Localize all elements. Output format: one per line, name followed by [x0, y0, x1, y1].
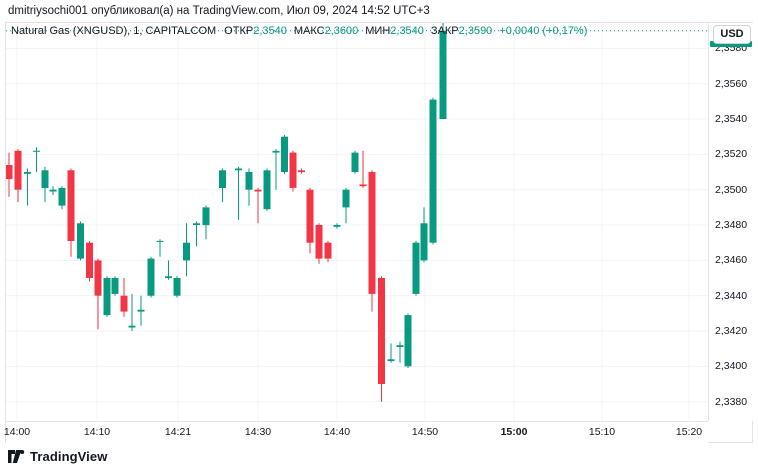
- price-axis-label: 2,3500: [715, 183, 748, 196]
- price-axis-label: 2,3380: [715, 395, 748, 408]
- time-axis-label: 14:21: [164, 426, 192, 438]
- price-axis[interactable]: USD 2,3580 2,3560 2,3540 2,3520 2,3500 2,3480…: [708, 23, 753, 421]
- current-price-tag: [710, 41, 752, 47]
- attribution-text[interactable]: dmitriysochi001 опубликовал(а) на Tradin…: [8, 5, 430, 17]
- legend-high: МАКС2,3600: [293, 25, 359, 37]
- time-axis-label: 14:00: [3, 426, 31, 438]
- time-axis-label: 14:50: [411, 426, 439, 438]
- tradingview-footer[interactable]: TradingView: [8, 447, 107, 465]
- tradingview-wordmark: TradingView: [30, 448, 108, 464]
- chart-panel: Natural Gas (XNGUSD), 1, CAPITALCOM ОТКР…: [3, 22, 753, 443]
- chart-plot-area[interactable]: Natural Gas (XNGUSD), 1, CAPITALCOM ОТКР…: [6, 23, 708, 421]
- time-axis-label: 15:10: [588, 426, 616, 438]
- price-axis-label: 2,3560: [715, 77, 748, 90]
- symbol-title: Natural Gas (XNGUSD), 1, CAPITALCOM: [11, 25, 217, 37]
- price-axis-label: 2,3420: [715, 325, 748, 337]
- time-axis[interactable]: 14:00 14:10 14:21 14:30 14:40 14:50 15:00 15:10…: [3, 421, 708, 443]
- price-axis-label: 2,3480: [715, 219, 748, 231]
- price-axis-label: 2,3520: [715, 148, 748, 161]
- legend-close: ЗАКР2,3590: [430, 25, 493, 37]
- chart-legend: Natural Gas (XNGUSD), 1, CAPITALCOM ОТКР…: [11, 24, 587, 38]
- tradingview-logo-icon: [8, 449, 25, 463]
- time-axis-label: 15:00: [500, 426, 528, 438]
- currency-badge: USD: [713, 25, 751, 44]
- candlestick-chart[interactable]: [6, 23, 708, 421]
- price-axis-label: 2,3460: [715, 254, 748, 267]
- time-axis-label: 14:40: [323, 426, 351, 438]
- time-axis-label: 14:10: [83, 426, 111, 438]
- legend-low: МИН2,3540: [365, 25, 424, 37]
- price-axis-label: 2,3400: [715, 360, 748, 373]
- time-axis-label: 15:20: [675, 426, 703, 438]
- legend-open: ОТКР2,3540: [224, 25, 287, 37]
- time-axis-label: 14:30: [244, 426, 272, 438]
- price-axis-label: 2,3540: [715, 113, 748, 125]
- legend-change: +0,0040 (+0,17%): [499, 25, 588, 37]
- price-axis-label: 2,3440: [715, 289, 748, 302]
